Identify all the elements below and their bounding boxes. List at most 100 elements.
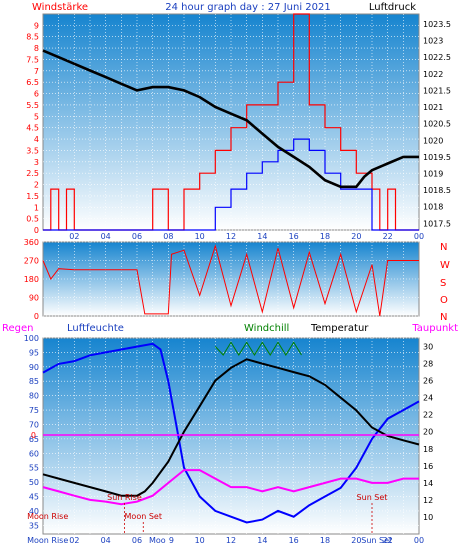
y-left-tick-label: 1.5	[26, 192, 39, 201]
y-right-tick-label: 30	[423, 343, 433, 352]
series-line-luftfeuchte	[42, 342, 420, 524]
y-right-tick-label: 26	[423, 377, 433, 386]
y-left-tick-label: 180	[24, 275, 39, 284]
x-tick-label: 16	[289, 232, 299, 241]
y-left-tick-label: 4	[34, 135, 39, 144]
annotation-label: Moon Rise	[27, 512, 68, 521]
y-right-tick-label: 14	[423, 479, 433, 488]
y-left-tick-label: 80	[29, 392, 39, 401]
series-line-windchill	[214, 341, 302, 356]
y-left-tick-label: 3.5	[26, 146, 39, 155]
x-tick-label: 08	[163, 232, 173, 241]
ticks-panel-1: 00.511.522.533.544.555.566.577.588.59101…	[26, 20, 451, 241]
compass-label-w: W	[440, 260, 450, 271]
series-panel-1	[42, 13, 419, 231]
x-tick-label: 04	[101, 232, 111, 241]
label-windchill: Windchill	[244, 323, 289, 334]
y-right-tick-label: 1018	[423, 203, 443, 212]
regen-zero-label: 0	[31, 431, 36, 440]
y-left-tick-label: 2.5	[26, 169, 39, 178]
x-tick-label: 20	[351, 232, 361, 241]
y-right-tick-label: 1020.5	[423, 120, 451, 129]
y-left-tick-label: 60	[29, 449, 39, 458]
x-tick-label: 00	[414, 536, 424, 545]
label-temperatur: Temperatur	[310, 323, 369, 334]
series-panel-2	[42, 244, 419, 317]
y-left-tick-label: 0	[34, 226, 39, 235]
x-tick-label: 00	[414, 232, 424, 241]
y-right-tick-label: 1022.5	[423, 53, 451, 62]
y-right-tick-label: 28	[423, 360, 433, 369]
y-left-tick-label: 100	[24, 334, 39, 343]
x-tick-label: Moo	[149, 536, 166, 545]
y-left-tick-label: 50	[29, 478, 39, 487]
y-right-tick-label: 1019	[423, 170, 443, 179]
y-right-tick-label: 16	[423, 462, 433, 471]
y-left-tick-label: 5	[34, 112, 39, 121]
x-tick-label: 06	[132, 536, 142, 545]
y-left-tick-label: 8.5	[26, 33, 39, 42]
y-left-tick-label: 75	[29, 406, 39, 415]
y-left-tick-label: 0.5	[26, 215, 39, 224]
y-right-tick-label: 24	[423, 394, 433, 403]
y-right-tick-label: 1021	[423, 103, 443, 112]
y-left-tick-label: 95	[29, 348, 39, 357]
y-left-tick-label: 3	[34, 158, 39, 167]
label-taupunkt: Taupunkt	[411, 323, 458, 334]
y-left-tick-label: 4.5	[26, 124, 39, 133]
y-left-tick-label: 2	[34, 181, 39, 190]
x-tick-label: Moon Rise	[27, 536, 68, 545]
y-right-tick-label: 1020	[423, 136, 443, 145]
y-left-tick-label: 270	[24, 257, 39, 266]
series-line-temperatur	[42, 358, 420, 497]
y-left-tick-label: 8	[34, 44, 39, 53]
annotation-label: Sun Set	[357, 493, 388, 502]
y-right-tick-label: 1022	[423, 70, 443, 79]
x-tick-label: 12	[226, 232, 236, 241]
right-axis-label-luftdruck: Luftdruck	[369, 2, 416, 13]
grid-panel-2	[43, 241, 419, 317]
y-left-tick-label: 7.5	[26, 55, 39, 64]
compass-label-s: S	[440, 278, 446, 289]
series-line-windspitzen	[43, 13, 419, 231]
x-tick-label: 04	[101, 536, 111, 545]
x-tick-label: 14	[257, 232, 267, 241]
chart-title: 24 hour graph day : 27 Juni 2021	[165, 2, 331, 13]
x-tick-label: 16	[289, 536, 299, 545]
y-left-tick-label: 45	[29, 493, 39, 502]
y-left-tick-label: 7	[34, 67, 39, 76]
x-tick-label: 12	[226, 536, 236, 545]
compass-label-o: O	[440, 295, 448, 306]
y-left-tick-label: 6.5	[26, 78, 39, 87]
y-right-tick-label: 1023	[423, 37, 443, 46]
y-left-tick-label: 35	[29, 521, 39, 530]
y-left-tick-label: 0	[34, 312, 39, 321]
y-left-tick-label: 5.5	[26, 101, 39, 110]
compass-label-n-top: N	[440, 242, 447, 253]
y-left-tick-label: 6	[34, 90, 39, 99]
y-left-tick-label: 55	[29, 464, 39, 473]
series-line-luftdruck	[42, 49, 419, 189]
y-left-tick-label: 40	[29, 507, 39, 516]
annotation-label: Sun Rise	[107, 493, 142, 502]
y-left-tick-label: 1	[34, 203, 39, 212]
left-axis-label-windstaerke: Windstärke	[32, 2, 88, 13]
ticks-panel-3: 3540455055606570758085909510010121416182…	[24, 334, 433, 545]
y-right-tick-label: 1018.5	[423, 186, 451, 195]
series-line-windrichtung	[42, 244, 419, 317]
y-left-tick-label: 70	[29, 420, 39, 429]
annotation-label: Moon Set	[125, 512, 162, 521]
x-tick-label: 02	[69, 536, 79, 545]
x-tick-label: 9	[169, 536, 174, 545]
label-luftfeuchte: Luftfeuchte	[67, 323, 124, 334]
y-left-tick-label: 90	[29, 294, 39, 303]
x-tick-label: 14	[257, 536, 267, 545]
y-right-tick-label: 1019.5	[423, 153, 451, 162]
x-tick-label: 22	[383, 536, 393, 545]
compass-label-n-bottom: N	[440, 312, 447, 323]
series-line-taupunkt	[42, 469, 419, 506]
ticks-panel-2: 0 90 180 270 360	[24, 238, 39, 321]
y-right-tick-label: 18	[423, 445, 433, 454]
